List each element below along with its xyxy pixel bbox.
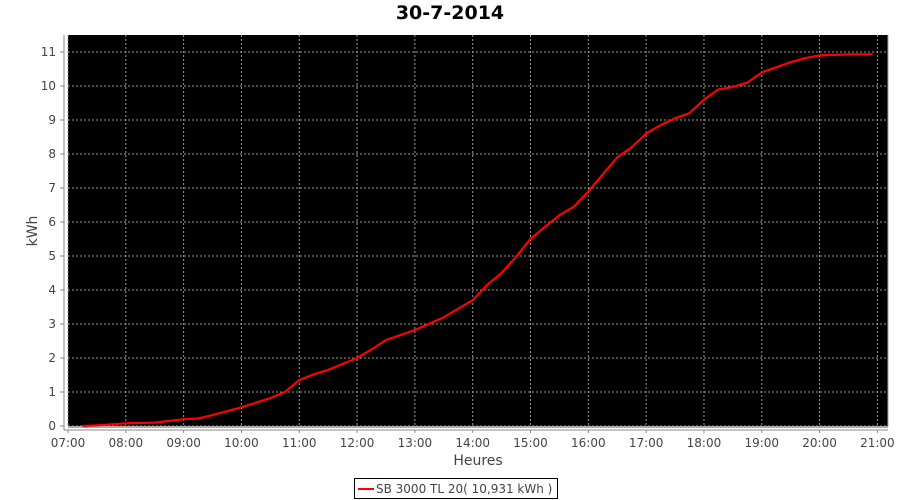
x-tick-label: 19:00 <box>744 436 779 450</box>
x-axis-label: Heures <box>453 453 502 469</box>
x-tick-label: 11:00 <box>282 436 317 450</box>
y-tick-label: 6 <box>48 215 56 229</box>
y-tick-label: 5 <box>48 249 56 263</box>
x-tick-label: 14:00 <box>455 436 490 450</box>
y-tick-label: 4 <box>48 283 56 297</box>
x-tick-label: 17:00 <box>629 436 664 450</box>
grid <box>67 35 888 427</box>
axes <box>63 35 889 431</box>
x-tick-label: 16:00 <box>571 436 606 450</box>
y-tick-label: 7 <box>48 181 56 195</box>
plot-area <box>68 35 888 426</box>
x-tick-label: 10:00 <box>224 436 259 450</box>
y-tick-label: 0 <box>48 419 56 433</box>
series-lines <box>82 53 873 428</box>
chart-title: 30-7-2014 <box>395 2 505 24</box>
x-tick-label: 15:00 <box>513 436 548 450</box>
x-tick-label: 20:00 <box>802 436 837 450</box>
x-tick-label: 08:00 <box>109 436 144 450</box>
x-axis-ticks: 07:00 08:00 09:00 10:00 11:00 12:00 13:00 14:00… <box>51 430 895 450</box>
y-tick-label: 11 <box>41 45 56 59</box>
y-tick-label: 3 <box>48 317 56 331</box>
series-line <box>82 53 873 428</box>
y-tick-label: 8 <box>48 147 56 161</box>
x-tick-label: 21:00 <box>860 436 895 450</box>
x-tick-label: 12:00 <box>340 436 375 450</box>
y-tick-label: 9 <box>48 113 56 127</box>
legend: SB 3000 TL 20( 10,931 kWh ) <box>354 478 559 499</box>
legend-swatch <box>358 487 374 490</box>
y-tick-label: 2 <box>48 351 56 365</box>
y-tick-label: 1 <box>48 385 56 399</box>
y-axis-label: kWh <box>25 216 41 247</box>
x-tick-label: 18:00 <box>687 436 722 450</box>
x-tick-label: 13:00 <box>398 436 433 450</box>
x-tick-label: 09:00 <box>166 436 201 450</box>
x-tick-label: 07:00 <box>51 436 86 450</box>
legend-label: SB 3000 TL 20( 10,931 kWh ) <box>376 481 553 496</box>
y-tick-label: 10 <box>41 79 56 93</box>
y-axis-ticks: 0 1 2 3 4 5 6 7 8 9 10 11 <box>41 45 64 433</box>
